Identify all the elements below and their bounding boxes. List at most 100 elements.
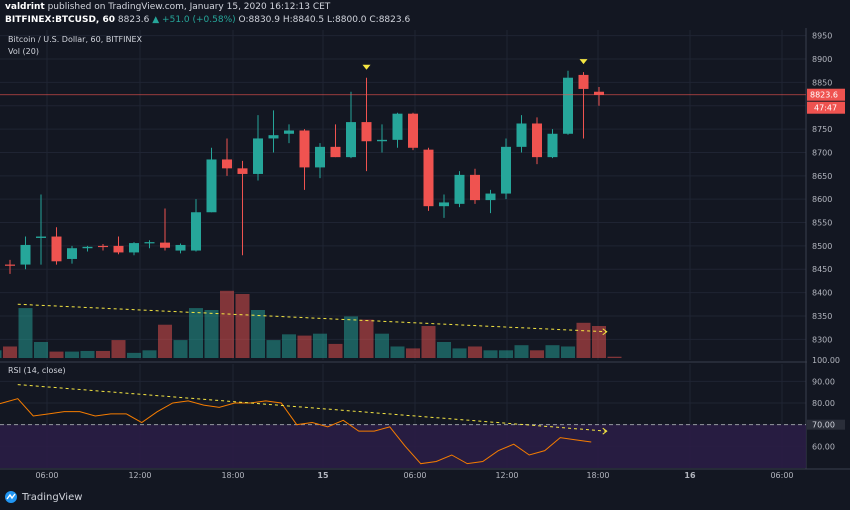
candle-body (423, 149, 434, 207)
volume-bar (344, 316, 358, 358)
candle-body (408, 113, 418, 148)
candle-body (532, 123, 542, 158)
price-tick-label: 8300 (812, 335, 832, 344)
rsi-upper-badge-label: 70.00 (812, 421, 835, 430)
candle-body (578, 74, 589, 89)
candle-body (594, 91, 604, 95)
volume-bar (18, 308, 33, 358)
volume-bar (421, 326, 436, 358)
volume-bar (592, 326, 606, 358)
volume-bar (282, 334, 296, 358)
volume-bar (251, 310, 265, 358)
rsi-title: RSI (14, close) (8, 366, 66, 375)
price-tick-label: 8350 (812, 312, 832, 321)
volume-bar (3, 346, 17, 358)
volume-label: Vol (20) (8, 47, 39, 56)
volume-bar (189, 308, 203, 358)
price-tick-label: 8650 (812, 172, 832, 181)
time-tick-label: 18:00 (586, 471, 609, 480)
candle-body (82, 246, 93, 249)
price-tick-label: 8450 (812, 265, 832, 274)
volume-bar (607, 356, 622, 358)
price-change: ▲ +51.0 (+0.58%) (152, 15, 236, 25)
volume-bar (437, 342, 451, 358)
volume-bar (65, 351, 79, 358)
rsi-trendline (17, 384, 607, 432)
last-price-badge-label: 8823.6 (810, 91, 838, 100)
volume-bar (483, 350, 498, 358)
time-tick-label: 15 (317, 471, 329, 480)
rsi-tick-label: 90.00 (812, 377, 835, 386)
rsi-band (0, 424, 806, 468)
price-tick-label: 8850 (812, 78, 832, 87)
rsi-upper-badge (807, 419, 845, 430)
candle-body (392, 113, 403, 140)
author-name[interactable]: valdrint (5, 2, 45, 12)
candle-body (361, 122, 372, 142)
candle-body (175, 244, 186, 251)
candle-body (485, 193, 496, 201)
candle-body (516, 123, 527, 147)
volume-bar (142, 350, 157, 358)
volume-bar (406, 348, 420, 358)
rsi-trendline-arrow (602, 427, 608, 435)
tradingview-logo[interactable]: TradingView (4, 490, 82, 504)
volume-bar (576, 322, 591, 358)
candle-body (67, 248, 77, 259)
time-tick-label: 16 (684, 471, 696, 480)
brand-name: TradingView (22, 491, 83, 503)
volume-bar (204, 310, 219, 358)
volume-bar (561, 346, 575, 358)
volume-bar (80, 350, 95, 358)
price-tick-label: 8400 (812, 289, 832, 298)
candle-body (129, 243, 139, 253)
candle-body (51, 236, 62, 262)
candle-body (547, 133, 558, 158)
volume-bar (127, 352, 141, 358)
candle-body (315, 146, 325, 168)
volume-bar (235, 294, 250, 358)
volume-bar (34, 342, 48, 358)
rsi-top-tick-label: 100.00 (812, 356, 840, 365)
candle-body (330, 146, 341, 158)
candle-body (299, 130, 310, 168)
candle-body (191, 212, 201, 251)
price-tick-label: 8900 (812, 55, 832, 64)
ohlc-values: O:8830.9 H:8840.5 L:8800.0 C:8823.6 (238, 15, 411, 25)
time-tick-label: 06:00 (35, 471, 58, 480)
price-tick-label: 8550 (812, 219, 832, 228)
rsi-tick-label: 60.00 (812, 442, 835, 451)
volume-bar (530, 350, 544, 358)
candle-body (20, 244, 31, 265)
candle-body (377, 139, 387, 142)
candle-body (206, 159, 217, 213)
price-chart[interactable]: 8300 8350 8400 8450 8500 8550 8600 8650 8700 8750… (0, 28, 850, 490)
candle-body (268, 135, 279, 139)
price-tick-label: 8600 (812, 195, 832, 204)
price-axis-mask (807, 356, 850, 366)
publish-text: published on TradingView.com, January 15… (47, 2, 331, 12)
symbol-bar: BITFINEX:BTCUSD, 60 8823.6 ▲ +51.0 (+0.5… (5, 15, 850, 25)
volume-bar (468, 346, 482, 358)
candle-body (113, 245, 124, 253)
candle-body (222, 159, 232, 169)
candle-body (454, 174, 465, 204)
last-price: 8823.6 (117, 15, 150, 25)
rsi-tick-label: 80.00 (812, 399, 835, 408)
candle-body (439, 202, 449, 207)
price-tick-label: 8700 (812, 148, 832, 157)
candle-body (284, 130, 294, 134)
price-tick-label: 8750 (812, 125, 832, 134)
countdown-label: 47:47 (814, 104, 837, 113)
time-tick-label: 06:00 (403, 471, 426, 480)
time-tick-label: 12:00 (495, 471, 518, 480)
volume-trendline (17, 303, 607, 333)
volume-bar (328, 343, 343, 358)
countdown-badge (807, 101, 845, 114)
candle-body (563, 77, 573, 134)
candle-body (36, 236, 46, 238)
symbol-name[interactable]: BITFINEX:BTCUSD, 60 (5, 15, 116, 25)
volume-bar (96, 350, 110, 358)
volume-bar (49, 351, 64, 358)
time-tick-label: 18:00 (221, 471, 244, 480)
